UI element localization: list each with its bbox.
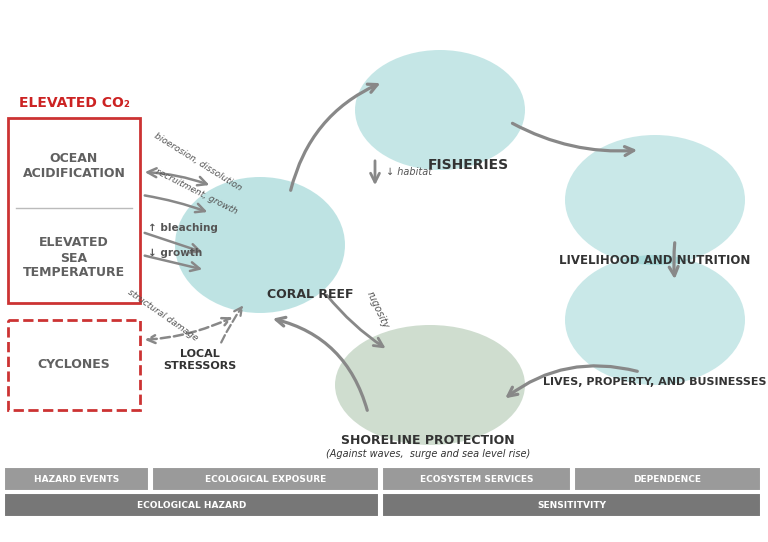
Text: structural damage: structural damage — [126, 287, 200, 343]
FancyBboxPatch shape — [4, 493, 379, 517]
Text: CORAL REEF: CORAL REEF — [266, 288, 353, 301]
Text: ↓ habitat: ↓ habitat — [386, 167, 432, 177]
FancyBboxPatch shape — [382, 467, 571, 491]
Text: ↓ growth: ↓ growth — [148, 248, 202, 258]
FancyBboxPatch shape — [8, 320, 140, 410]
FancyBboxPatch shape — [574, 467, 761, 491]
Text: ECOSYSTEM SERVICES: ECOSYSTEM SERVICES — [420, 474, 533, 483]
FancyBboxPatch shape — [8, 118, 140, 303]
FancyBboxPatch shape — [4, 467, 149, 491]
Text: ECOLOGICAL HAZARD: ECOLOGICAL HAZARD — [137, 500, 247, 509]
Ellipse shape — [565, 255, 745, 385]
Text: DEPENDENCE: DEPENDENCE — [634, 474, 701, 483]
FancyBboxPatch shape — [382, 493, 761, 517]
Text: ELEVATED
SEA
TEMPERATURE: ELEVATED SEA TEMPERATURE — [23, 236, 125, 280]
Text: CYCLONES: CYCLONES — [38, 358, 111, 371]
Text: FISHERIES: FISHERIES — [428, 158, 508, 172]
FancyBboxPatch shape — [152, 467, 379, 491]
Ellipse shape — [335, 325, 525, 445]
Text: recruitment, growth: recruitment, growth — [154, 167, 238, 217]
Text: rugosity: rugosity — [365, 290, 391, 330]
Text: LIVELIHOOD AND NUTRITION: LIVELIHOOD AND NUTRITION — [559, 254, 750, 267]
Text: SHORELINE PROTECTION: SHORELINE PROTECTION — [341, 434, 515, 447]
Text: LOCAL
STRESSORS: LOCAL STRESSORS — [164, 349, 237, 371]
Text: SENSITITVITY: SENSITITVITY — [537, 500, 606, 509]
Ellipse shape — [565, 135, 745, 265]
Text: LIVES, PROPERTY, AND BUSINESSES: LIVES, PROPERTY, AND BUSINESSES — [543, 377, 766, 387]
Ellipse shape — [355, 50, 525, 170]
Text: ↑ bleaching: ↑ bleaching — [148, 223, 218, 233]
Text: ECOLOGICAL EXPOSURE: ECOLOGICAL EXPOSURE — [205, 474, 326, 483]
Text: HAZARD EVENTS: HAZARD EVENTS — [34, 474, 119, 483]
Text: OCEAN
ACIDIFICATION: OCEAN ACIDIFICATION — [22, 152, 125, 180]
Text: (Against waves,  surge and sea level rise): (Against waves, surge and sea level rise… — [326, 449, 530, 459]
Ellipse shape — [175, 177, 345, 313]
Text: ELEVATED CO₂: ELEVATED CO₂ — [18, 96, 130, 110]
Text: bioerosion, dissolution: bioerosion, dissolution — [153, 131, 243, 193]
